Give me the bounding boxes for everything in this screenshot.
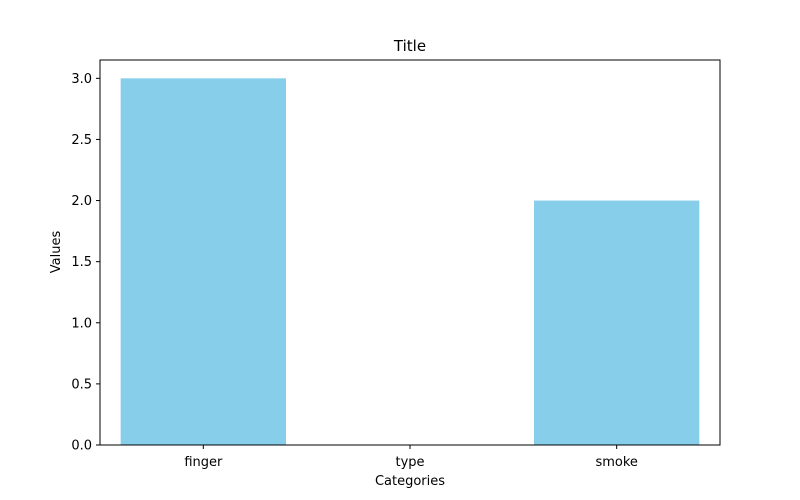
- y-axis-label: Values: [49, 231, 64, 274]
- y-tick-label: 3.0: [71, 72, 92, 87]
- y-tick-label: 0.5: [71, 377, 92, 392]
- y-tick-label: 1.0: [71, 316, 92, 331]
- y-axis: 0.0 0.5 1.0 1.5 2.0 2.5 3.0: [71, 72, 100, 454]
- chart-title: Title: [393, 37, 426, 55]
- y-tick-label: 1.5: [71, 255, 92, 270]
- y-tick-label: 2.0: [71, 194, 92, 209]
- bar-smoke: [534, 200, 700, 445]
- bars-layer: [120, 78, 700, 445]
- bar-finger: [120, 78, 286, 445]
- y-tick-label: 0.0: [71, 439, 92, 454]
- x-tick-label: smoke: [595, 455, 637, 470]
- x-axis-label: Categories: [375, 474, 445, 489]
- x-axis: finger type smoke: [184, 445, 638, 470]
- x-tick-label: finger: [184, 455, 223, 470]
- x-tick-label: type: [395, 455, 424, 470]
- y-tick-label: 2.5: [71, 133, 92, 148]
